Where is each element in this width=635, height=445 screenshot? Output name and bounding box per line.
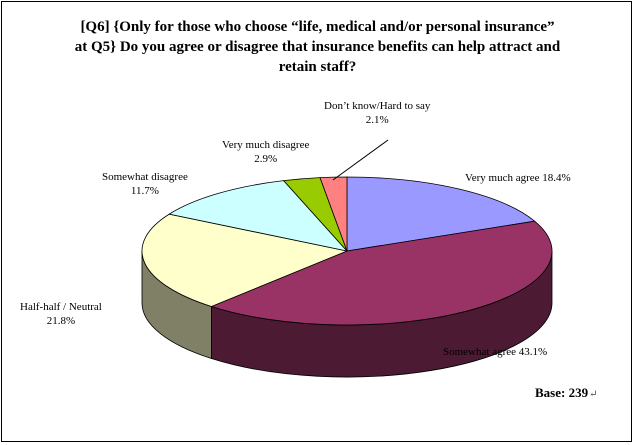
base-count: Base: 239↵ <box>535 385 597 401</box>
slice-label-value: 11.7% <box>131 185 159 197</box>
slice-label-value: 21.8% <box>47 315 75 327</box>
pie-slice <box>141 213 349 307</box>
slice-label-name: Don’t know/Hard to say <box>324 100 431 112</box>
chart-title: [Q6] {Only for those who choose “life, m… <box>0 17 635 77</box>
pie-slice <box>319 176 348 252</box>
leader-line <box>332 139 389 181</box>
title-line: [Q6] {Only for those who choose “life, m… <box>80 19 555 35</box>
slice-label-name: Half-half / Neutral <box>20 301 102 313</box>
slice-label: Somewhat agree 43.1% <box>443 346 547 358</box>
slice-label-name: Somewhat disagree <box>102 171 188 183</box>
pie-tops <box>141 176 553 326</box>
pie-slice <box>168 180 349 252</box>
pie-slice <box>210 220 553 326</box>
slice-label-value: 2.1% <box>366 114 389 126</box>
return-mark-icon: ↵ <box>589 389 598 400</box>
base-label: Base: <box>535 385 566 400</box>
title-line: retain staff? <box>278 59 357 75</box>
slice-label-name: Very much disagree <box>222 139 309 151</box>
slice-label-value: 2.9% <box>254 153 277 165</box>
pie-slice <box>346 176 536 252</box>
pie-labels: Very much agree 18.4% Somewhat agree 43.1… <box>20 100 571 358</box>
title-line: at Q5} Do you agree or disagree that ins… <box>74 39 561 55</box>
slice-label: Very much agree 18.4% <box>465 172 571 184</box>
base-value: 239 <box>568 385 589 400</box>
